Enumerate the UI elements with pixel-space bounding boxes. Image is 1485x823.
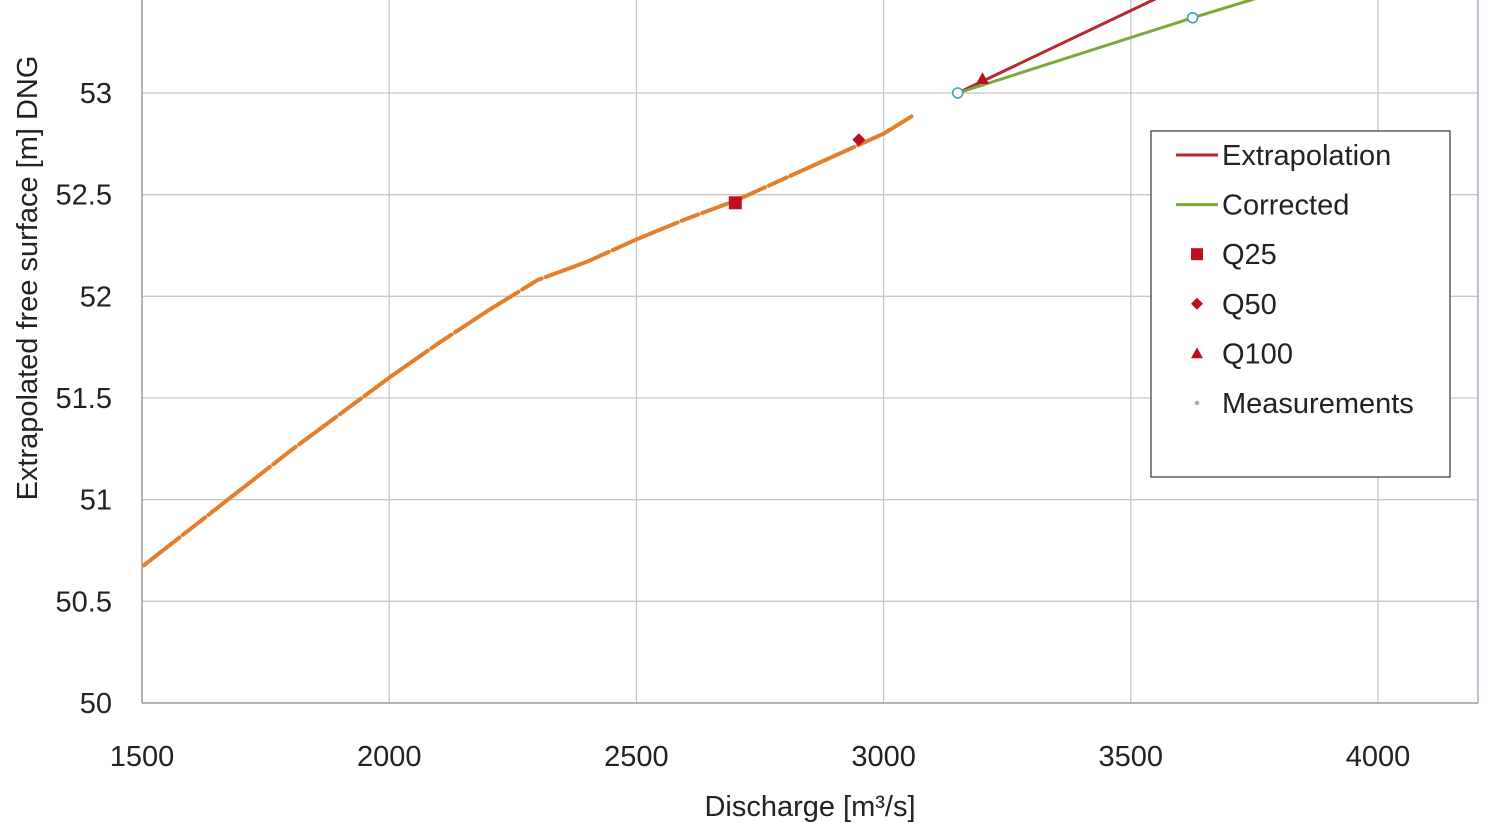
legend-label: Measurements bbox=[1222, 388, 1414, 420]
measurement-point bbox=[449, 332, 454, 337]
legend-swatch-marker bbox=[1191, 248, 1203, 261]
measurement-point bbox=[851, 144, 857, 150]
legend-label: Extrapolation bbox=[1222, 140, 1391, 172]
open-point-marker bbox=[1186, 11, 1199, 24]
y-tick-label: 50 bbox=[80, 688, 112, 720]
legend-items: Extrapolation Corrected Q25 Q50 Q100 Measurem… bbox=[1176, 140, 1414, 420]
legend-swatch-marker bbox=[1191, 297, 1203, 310]
legend-item-q50: Q50 bbox=[1191, 289, 1277, 321]
marker-q25 bbox=[728, 196, 742, 210]
legend-item-corrected: Corrected bbox=[1176, 190, 1349, 222]
open-point-marker bbox=[951, 87, 964, 99]
legend-label: Q100 bbox=[1222, 338, 1293, 370]
y-tick-label: 50.5 bbox=[56, 586, 112, 618]
marker-q50 bbox=[852, 133, 866, 147]
legend-label: Q50 bbox=[1222, 289, 1277, 321]
series-line-corrected bbox=[957, 0, 1256, 95]
x-tick-label: 3500 bbox=[1099, 741, 1164, 773]
measurement-point bbox=[293, 444, 298, 450]
series-layer bbox=[142, 0, 1256, 568]
axes bbox=[141, 0, 1479, 704]
y-axis-title: Extrapolated free surface [m] DNG bbox=[12, 56, 44, 501]
x-tick-label: 2500 bbox=[604, 741, 669, 773]
measurement-point bbox=[539, 276, 544, 281]
measurement-point bbox=[202, 515, 208, 520]
measurement-point bbox=[425, 348, 430, 353]
legend-item-q25: Q25 bbox=[1191, 239, 1277, 271]
y-tick-label: 52.5 bbox=[56, 180, 112, 212]
legend-swatch-marker bbox=[1191, 347, 1203, 359]
measurement-point bbox=[267, 464, 272, 469]
legend-swatch-dot bbox=[1194, 400, 1200, 406]
y-tick-labels: 50 50.5 51 51.5 52 52.5 53 bbox=[56, 78, 112, 720]
series-measurements bbox=[142, 114, 914, 568]
legend-item-q100: Q100 bbox=[1191, 338, 1293, 370]
x-tick-labels: 1500 2000 2500 3000 3500 4000 bbox=[110, 741, 1411, 773]
x-tick-label: 2000 bbox=[357, 741, 422, 773]
y-tick-label: 51.5 bbox=[56, 383, 112, 415]
x-axis-title: Discharge [m³/s] bbox=[704, 791, 915, 823]
x-tick-label: 4000 bbox=[1346, 741, 1411, 773]
series-line-extrapolation bbox=[957, 0, 1157, 95]
measurement-point bbox=[675, 220, 680, 225]
y-tick-label: 52 bbox=[80, 281, 112, 313]
measurement-point bbox=[606, 249, 611, 255]
legend-label: Q25 bbox=[1222, 239, 1277, 271]
x-gridlines bbox=[388, 0, 1379, 703]
y-tick-label: 53 bbox=[80, 78, 112, 110]
legend: Extrapolation Corrected Q25 Q50 Q100 Measurem… bbox=[1150, 130, 1451, 478]
y-tick-label: 51 bbox=[80, 485, 112, 517]
measurement-point bbox=[909, 114, 914, 119]
measurement-point bbox=[516, 289, 521, 294]
measurement-point bbox=[696, 212, 701, 217]
x-tick-label: 3000 bbox=[851, 741, 916, 773]
measurement-point bbox=[334, 414, 339, 419]
measurement-point bbox=[177, 535, 182, 540]
measurement-point bbox=[358, 396, 364, 401]
legend-label: Corrected bbox=[1222, 190, 1349, 222]
x-tick-label: 1500 bbox=[110, 741, 175, 773]
legend-item-extrapolation: Extrapolation bbox=[1176, 140, 1391, 172]
legend-item-measurements: Measurements bbox=[1194, 388, 1414, 420]
marker-q100 bbox=[975, 72, 989, 84]
measurement-point bbox=[762, 185, 768, 190]
measurement-point bbox=[784, 175, 789, 180]
plot-area bbox=[142, 0, 1256, 568]
